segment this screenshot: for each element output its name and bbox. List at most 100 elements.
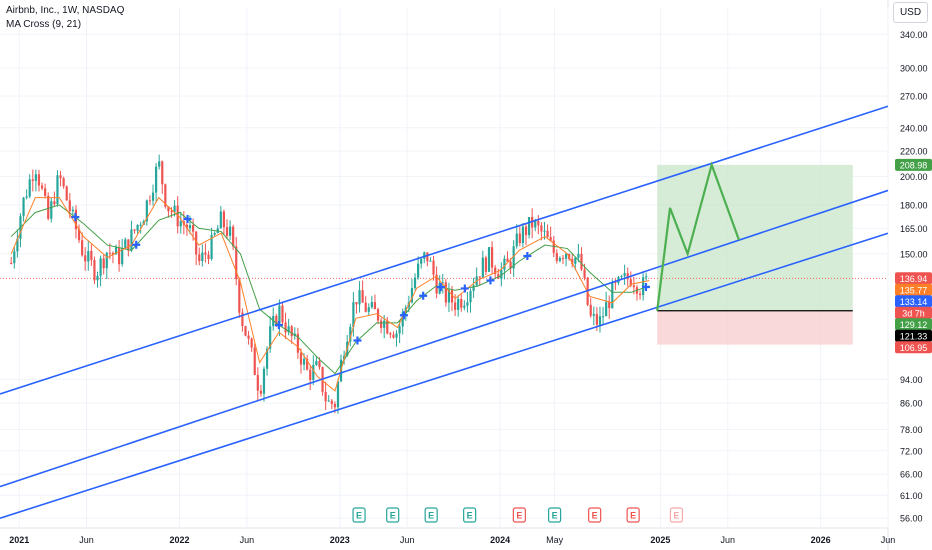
price-axis[interactable]: 340.00 300.00 270.00 240.00 220.00 200.00 180.… [895,30,932,524]
price-bar [241,312,244,327]
projection-line [656,161,740,311]
x-tick-label: 2023 [330,535,350,545]
y-tick-label: 165.00 [900,224,928,234]
price-bar [484,257,488,272]
earnings-marker-label: E [630,511,636,521]
x-tick-label: May [546,535,564,545]
price-bar [102,258,105,269]
price-bar [364,302,367,312]
price-bar [244,326,247,336]
earnings-marker-box [588,507,602,523]
price-bar [47,195,50,219]
price-bar [358,290,361,305]
price-bar [608,302,611,309]
price-bar [16,238,19,252]
price-bar [44,188,47,196]
price-bar [284,322,287,333]
y-tick-label: 72.00 [900,446,923,456]
earnings-marker: E [352,507,366,523]
price-label-box [895,158,932,171]
earnings-marker-label: E [467,511,473,521]
price-bar [386,320,389,334]
price-label-box [895,306,932,319]
price-bar [167,206,170,212]
earnings-marker: E [463,507,477,523]
price-bar [327,400,330,402]
price-bar [515,233,518,247]
price-bar [494,267,497,275]
earnings-marker: E [512,507,526,523]
earnings-marker-label: E [356,511,362,521]
price-bar [281,305,284,323]
earnings-marker: E [386,507,400,523]
time-axis[interactable]: 2021 Jun 2022 Jun 2023 Jun 2024 May 2025 Jun 2026 J… [9,535,895,545]
price-bar [506,258,509,262]
earnings-marker-box [512,507,526,523]
price-bar [324,391,327,402]
x-tick-label: 2025 [650,535,670,545]
ma-fast-line [10,196,650,392]
price-bar [571,259,574,264]
earnings-marker-label: E [592,511,598,521]
cross-marker [486,276,495,285]
projection-path[interactable] [656,161,740,311]
price-bar [28,179,31,197]
price-bar [213,233,216,235]
currency-button[interactable]: USD [893,2,928,23]
price-bar [352,302,355,327]
price-bar [389,333,392,335]
price-bar [472,285,475,291]
price-bar [121,248,124,265]
price-bar [164,184,167,207]
price-bar [318,360,321,368]
indicator-label[interactable]: MA Cross (9, 21) [6,19,82,30]
price-bar [623,273,626,277]
earnings-marker-label: E [673,511,679,521]
earnings-marker-box [386,507,400,523]
price-bar [460,298,463,308]
y-tick-label: 66.00 [900,470,923,480]
earnings-marker-label: E [428,511,434,521]
price-bar [527,217,531,236]
target-zone [657,164,853,311]
price-bar [490,247,494,268]
ma-slow-line [10,204,650,375]
price-bar [50,201,53,219]
price-bar [592,313,595,316]
earnings-marker-label: E [516,511,522,521]
price-bar [287,326,290,333]
y-tick-label: 200.00 [900,172,928,182]
x-tick-label: 2024 [490,535,510,545]
price-bar [108,252,111,254]
price-bar [265,348,269,369]
price-bar [296,333,299,353]
price-bar [638,293,642,296]
price-bar [306,358,309,370]
price-bar [503,258,506,270]
cross-marker [71,213,80,222]
price-bar [188,225,192,229]
price-bar [34,174,37,181]
price-bar [22,197,25,217]
price-bar [450,290,454,303]
price-bar [398,326,401,334]
price-bar [447,290,451,303]
cross-marker [460,284,469,293]
cross-marker [183,214,192,223]
y-tick-label: 78.00 [900,425,923,435]
price-bar [463,305,466,308]
chart-title: Airbnb, Inc., 1W, NASDAQ [6,5,125,16]
price-bar [589,304,592,316]
y-tick-label: 240.00 [900,123,928,133]
price-label: 136.94 [900,274,928,284]
price-bar [90,250,93,261]
price-bar [114,247,118,255]
cross-marker [436,283,445,292]
price-bar [645,276,648,278]
price-bar [130,229,133,251]
regression-channel[interactable] [0,105,889,520]
price-bar [429,260,432,262]
price-bar [420,258,423,264]
